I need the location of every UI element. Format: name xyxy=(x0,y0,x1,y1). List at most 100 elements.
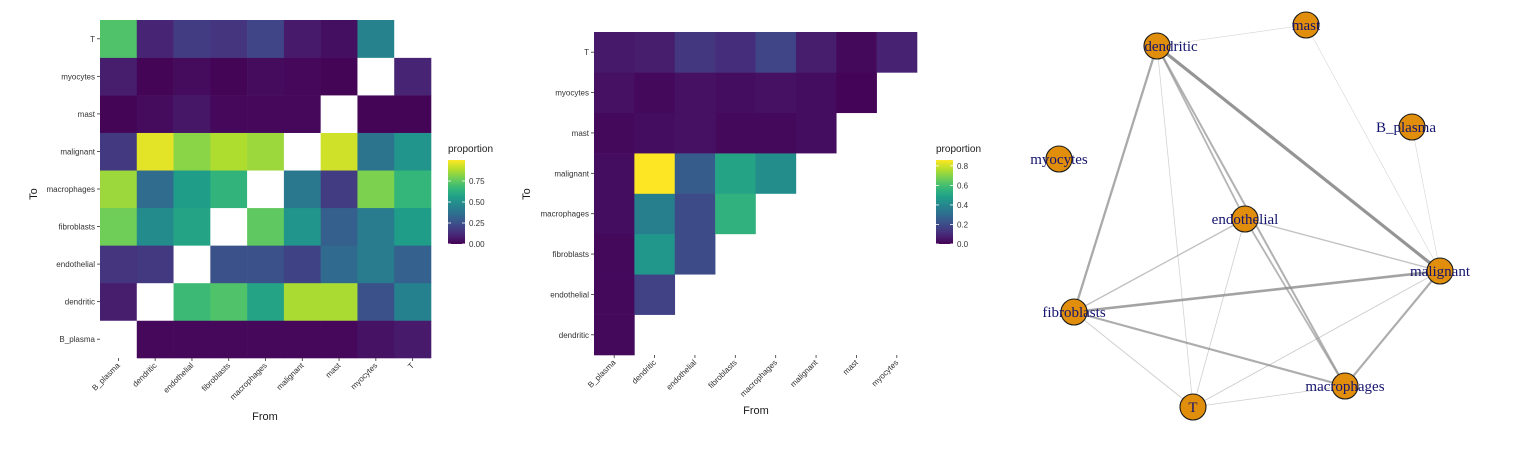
y-tick-label: mast xyxy=(78,110,96,119)
network-edge xyxy=(1244,218,1441,272)
heatmap-cell xyxy=(715,32,756,73)
heatmap-cell xyxy=(674,153,716,194)
heatmap-cell xyxy=(283,282,321,321)
heatmap-cell xyxy=(136,320,174,359)
heatmap-cell xyxy=(594,233,635,275)
x-tick-label: malignant xyxy=(789,358,820,389)
heatmap-cell xyxy=(283,95,321,133)
network-edge xyxy=(1073,311,1194,408)
y-tick-label: myocytes xyxy=(61,72,95,81)
heatmap-cell xyxy=(173,57,211,96)
heatmap-cell xyxy=(283,170,321,209)
y-tick-label: macrophages xyxy=(47,185,95,194)
heatmap-cell xyxy=(795,112,837,154)
network-edge xyxy=(1156,45,1246,220)
x-tick-label: macrophages xyxy=(228,361,269,402)
heatmap-cell xyxy=(634,233,676,275)
heatmap-cell xyxy=(247,245,285,284)
x-tick-label: dendritic xyxy=(131,361,159,389)
network-node xyxy=(1231,205,1259,233)
heatmap-missing-cell xyxy=(173,245,211,284)
heatmap-cell xyxy=(594,274,635,315)
heatmap-cell xyxy=(394,170,432,209)
network-edge xyxy=(1156,24,1307,47)
heatmap-cell xyxy=(715,112,756,154)
heatmap-cell xyxy=(210,282,248,321)
heatmap-cell xyxy=(320,207,358,246)
x-tick-label: myocytes xyxy=(349,361,379,391)
heatmap-cell xyxy=(357,207,395,246)
heatmap-missing-cell xyxy=(320,95,358,133)
heatmap-triangle-x-ticks: B_plasma dendritic endothelial fibroblasts m… xyxy=(586,355,900,399)
heatmap-cell xyxy=(136,207,174,246)
heatmap-cell xyxy=(247,95,285,133)
y-tick-label: T xyxy=(584,48,589,57)
y-tick-label: endothelial xyxy=(550,290,589,299)
heatmap-cell xyxy=(173,207,211,246)
y-tick-label: fibroblasts xyxy=(59,223,95,232)
heatmap-cell xyxy=(594,153,635,194)
x-tick-label: mast xyxy=(841,358,860,377)
heatmap-full-x-axis-label: From xyxy=(252,411,278,423)
network-node xyxy=(1398,113,1426,141)
heatmap-cell xyxy=(394,320,432,359)
heatmap-cell xyxy=(173,132,211,171)
heatmap-cell xyxy=(876,32,918,73)
network-node-label: fibroblasts xyxy=(1042,305,1105,321)
x-tick-label: macrophages xyxy=(738,358,779,399)
heatmap-cell xyxy=(136,95,174,133)
heatmap-cell xyxy=(210,320,248,359)
legend-colorbar xyxy=(936,160,953,244)
heatmap-cell xyxy=(755,153,797,194)
heatmap-triangle-y-ticks: dendritic endothelial fibroblasts macrophag… xyxy=(541,48,594,340)
heatmap-missing-cell xyxy=(247,170,285,209)
legend-tick-label: 0.4 xyxy=(957,201,969,210)
network-edge xyxy=(1073,218,1246,313)
network-edge xyxy=(1244,218,1346,387)
heatmap-cell xyxy=(210,170,248,209)
heatmap-cell xyxy=(594,314,635,356)
heatmap-cell xyxy=(634,112,676,154)
x-tick-label: B_plasma xyxy=(586,358,618,390)
heatmap-full-legend-title: proportion xyxy=(448,144,493,155)
heatmap-cell xyxy=(755,112,797,154)
heatmap-missing-cell xyxy=(136,282,174,321)
heatmap-cell xyxy=(100,245,138,284)
heatmap-cell xyxy=(247,57,285,96)
heatmap-cell xyxy=(795,72,837,114)
network-node xyxy=(1292,11,1320,39)
heatmap-cell xyxy=(100,57,138,96)
heatmap-cell xyxy=(674,72,716,114)
heatmap-cell xyxy=(674,233,716,275)
heatmap-full-cells xyxy=(100,20,432,359)
network-edge xyxy=(1156,44,1441,273)
network-nodes: dendritic mast B_plasma myocytes endothelial… xyxy=(1030,11,1471,421)
network-node xyxy=(1331,372,1359,400)
network-node xyxy=(1045,145,1073,173)
legend-tick-label: 0.50 xyxy=(469,198,485,207)
network-node-label: endothelial xyxy=(1212,212,1279,228)
network-panel: dendritic mast B_plasma myocytes endothelial… xyxy=(1030,11,1471,421)
network-edge xyxy=(1156,45,1194,408)
x-tick-label: mast xyxy=(324,361,343,380)
heatmap-cell xyxy=(100,132,138,171)
x-tick-label: myocytes xyxy=(870,358,900,388)
heatmap-triangle-y-axis-label: To xyxy=(521,188,533,200)
legend-tick-label: 0.00 xyxy=(469,240,485,249)
legend-tick-label: 0.2 xyxy=(957,220,969,229)
heatmap-cell xyxy=(210,57,248,96)
network-node xyxy=(1426,257,1454,285)
heatmap-cell xyxy=(394,207,432,246)
network-node xyxy=(1060,298,1088,326)
heatmap-cell xyxy=(715,153,756,194)
network-edge xyxy=(1411,126,1441,272)
y-tick-label: macrophages xyxy=(541,210,589,219)
x-tick-label: dendritic xyxy=(630,358,658,386)
heatmap-cell xyxy=(357,282,395,321)
heatmap-cell xyxy=(100,170,138,209)
heatmap-full-legend: proportion 0.00 0.25 0.50 0.75 xyxy=(448,144,493,249)
legend-tick-label: 0.6 xyxy=(957,181,969,190)
network-node-label: macrophages xyxy=(1305,379,1384,395)
heatmap-cell xyxy=(320,20,358,58)
